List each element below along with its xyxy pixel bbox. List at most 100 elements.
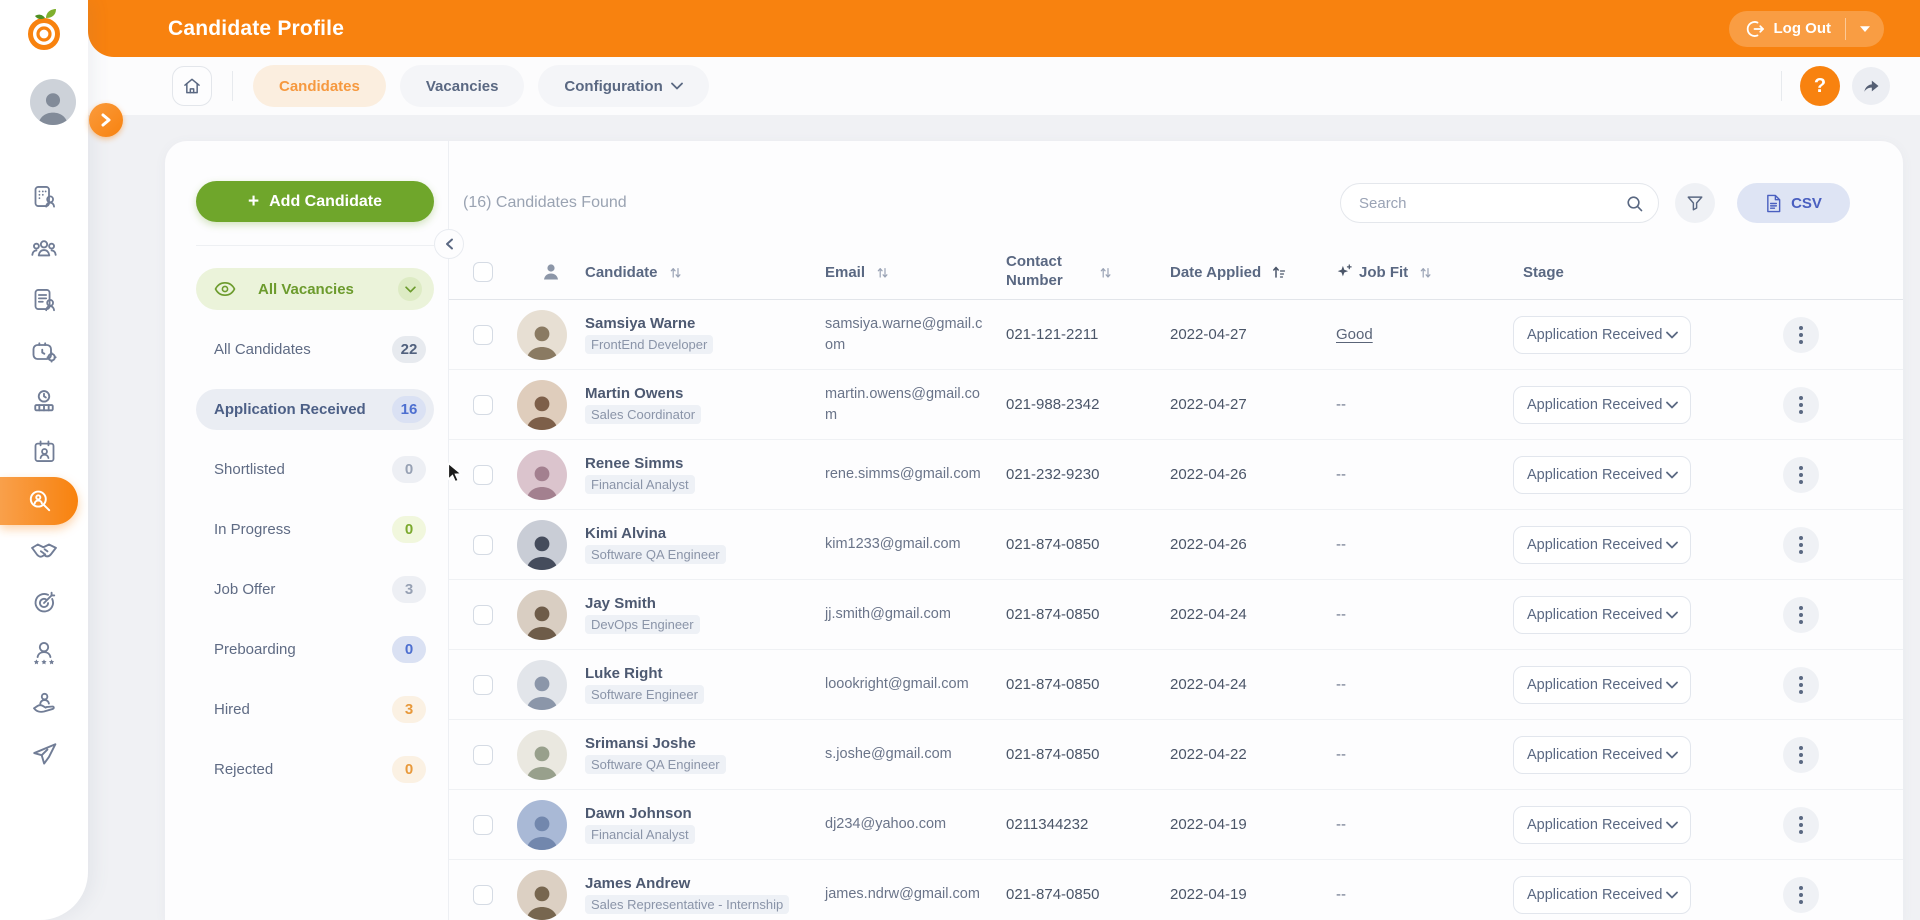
job-fit-value[interactable]: -- <box>1336 885 1346 903</box>
stage-dropdown[interactable]: Application Received <box>1513 735 1691 774</box>
logout-button[interactable]: Log Out <box>1729 19 1845 39</box>
stage-filter-item[interactable]: All Candidates 22 <box>196 329 434 370</box>
candidate-name[interactable]: Luke Right <box>585 664 663 682</box>
column-header-candidate[interactable]: Candidate <box>585 264 819 281</box>
row-menu-button[interactable] <box>1783 456 1819 493</box>
search-input[interactable] <box>1359 194 1625 212</box>
row-checkbox[interactable] <box>473 324 493 345</box>
row-checkbox[interactable] <box>473 534 493 555</box>
sort-icon[interactable] <box>668 265 683 280</box>
csv-export-button[interactable]: CSV <box>1737 183 1850 223</box>
column-header-contact-number[interactable]: Contact Number <box>989 253 1165 291</box>
row-checkbox[interactable] <box>473 674 493 695</box>
filters-divider <box>196 245 434 246</box>
stage-dropdown[interactable]: Application Received <box>1513 315 1691 354</box>
row-menu-button[interactable] <box>1783 386 1819 423</box>
sort-ascending-icon[interactable] <box>1271 264 1287 280</box>
select-all-checkbox[interactable] <box>473 262 493 282</box>
sort-icon[interactable] <box>875 265 890 280</box>
row-menu-button[interactable] <box>1783 806 1819 843</box>
column-header-email[interactable]: Email <box>819 264 989 281</box>
tab-configuration[interactable]: Configuration <box>538 65 709 107</box>
sort-icon[interactable] <box>1418 265 1433 280</box>
sidebar-item-talent-icon[interactable] <box>0 636 88 670</box>
stage-filter-item[interactable]: Hired 3 <box>196 689 434 730</box>
row-checkbox[interactable] <box>473 814 493 835</box>
job-fit-value[interactable]: -- <box>1336 535 1346 553</box>
vacancy-filter-dropdown[interactable]: All Vacancies <box>196 268 434 310</box>
job-fit-value[interactable]: -- <box>1336 465 1346 483</box>
candidate-email: rene.simms@gmail.com <box>825 466 981 483</box>
stage-filter-item[interactable]: Rejected 0 <box>196 749 434 790</box>
sidebar-item-travel-icon[interactable] <box>0 737 88 771</box>
row-checkbox[interactable] <box>473 394 493 415</box>
job-fit-value[interactable]: -- <box>1336 815 1346 833</box>
job-fit-value[interactable]: -- <box>1336 745 1346 763</box>
stage-filter-item[interactable]: Application Received 16 <box>196 389 434 430</box>
collapse-panel-button[interactable] <box>434 229 464 259</box>
stage-filter-item[interactable]: Shortlisted 0 <box>196 449 434 490</box>
row-menu-button[interactable] <box>1783 316 1819 353</box>
stage-filter-item[interactable]: Preboarding 0 <box>196 629 434 670</box>
date-applied: 2022-04-26 <box>1170 465 1247 483</box>
stage-dropdown[interactable]: Application Received <box>1513 805 1691 844</box>
stage-dropdown[interactable]: Application Received <box>1513 525 1691 564</box>
stage-dropdown[interactable]: Application Received <box>1513 665 1691 704</box>
sidebar-item-company-directory-icon[interactable] <box>0 179 88 213</box>
stage-dropdown[interactable]: Application Received <box>1513 385 1691 424</box>
tab-candidates[interactable]: Candidates <box>253 65 386 107</box>
column-header-job-fit[interactable]: Job Fit <box>1329 264 1489 281</box>
candidate-phone: 021-874-0850 <box>1006 675 1100 693</box>
candidate-name[interactable]: James Andrew <box>585 874 691 892</box>
logout-caret-button[interactable] <box>1846 25 1884 33</box>
job-fit-value[interactable]: -- <box>1336 395 1346 413</box>
search-icon[interactable] <box>1625 194 1644 213</box>
sidebar-item-schedule-settings-icon[interactable] <box>0 335 88 369</box>
sort-icon[interactable] <box>1098 265 1113 280</box>
filter-button[interactable] <box>1675 183 1715 223</box>
help-button[interactable]: ? <box>1800 66 1840 106</box>
stage-dropdown[interactable]: Application Received <box>1513 875 1691 914</box>
stage-filter-label: Hired <box>214 701 250 718</box>
candidate-name[interactable]: Srimansi Joshe <box>585 734 696 752</box>
job-fit-value[interactable]: -- <box>1336 605 1346 623</box>
row-menu-button[interactable] <box>1783 876 1819 913</box>
row-checkbox[interactable] <box>473 604 493 625</box>
job-fit-value[interactable]: -- <box>1336 675 1346 693</box>
row-checkbox[interactable] <box>473 744 493 765</box>
user-avatar[interactable] <box>30 79 76 125</box>
column-header-date-applied[interactable]: Date Applied <box>1165 264 1329 281</box>
sidebar-item-goals-target-icon[interactable] <box>0 586 88 620</box>
candidate-name[interactable]: Renee Simms <box>585 454 684 472</box>
candidate-role-badge: Sales Coordinator <box>585 404 702 424</box>
candidate-name[interactable]: Jay Smith <box>585 594 656 612</box>
stage-dropdown[interactable]: Application Received <box>1513 455 1691 494</box>
share-button[interactable] <box>1852 67 1890 105</box>
row-checkbox[interactable] <box>473 464 493 485</box>
candidate-name[interactable]: Samsiya Warne <box>585 314 696 332</box>
sidebar-item-resume-search-icon[interactable] <box>0 282 88 316</box>
candidate-name[interactable]: Dawn Johnson <box>585 804 692 822</box>
job-fit-value[interactable]: Good <box>1336 325 1373 343</box>
stage-filter-item[interactable]: Job Offer 3 <box>196 569 434 610</box>
row-menu-button[interactable] <box>1783 736 1819 773</box>
row-menu-button[interactable] <box>1783 596 1819 633</box>
candidate-name[interactable]: Kimi Alvina <box>585 524 667 542</box>
sidebar-item-recruitment-search-icon[interactable] <box>0 477 78 525</box>
add-candidate-button[interactable]: + Add Candidate <box>196 181 434 222</box>
sidebar-item-team-icon[interactable] <box>0 232 88 266</box>
stage-filter-item[interactable]: In Progress 0 <box>196 509 434 550</box>
row-checkbox[interactable] <box>473 884 493 905</box>
stage-dropdown[interactable]: Application Received <box>1513 595 1691 634</box>
row-menu-button[interactable] <box>1783 526 1819 563</box>
home-button[interactable] <box>172 66 212 106</box>
row-menu-button[interactable] <box>1783 666 1819 703</box>
logout-label: Log Out <box>1773 20 1831 37</box>
tab-vacancies[interactable]: Vacancies <box>399 65 525 107</box>
sidebar-item-wellbeing-icon[interactable] <box>0 686 88 720</box>
expand-sidebar-button[interactable] <box>89 103 123 137</box>
sidebar-item-attendance-icon[interactable] <box>0 384 88 418</box>
candidate-name[interactable]: Martin Owens <box>585 384 684 402</box>
sidebar-item-onboarding-handshake-icon[interactable] <box>0 534 88 568</box>
sidebar-item-leave-calendar-icon[interactable] <box>0 434 88 468</box>
